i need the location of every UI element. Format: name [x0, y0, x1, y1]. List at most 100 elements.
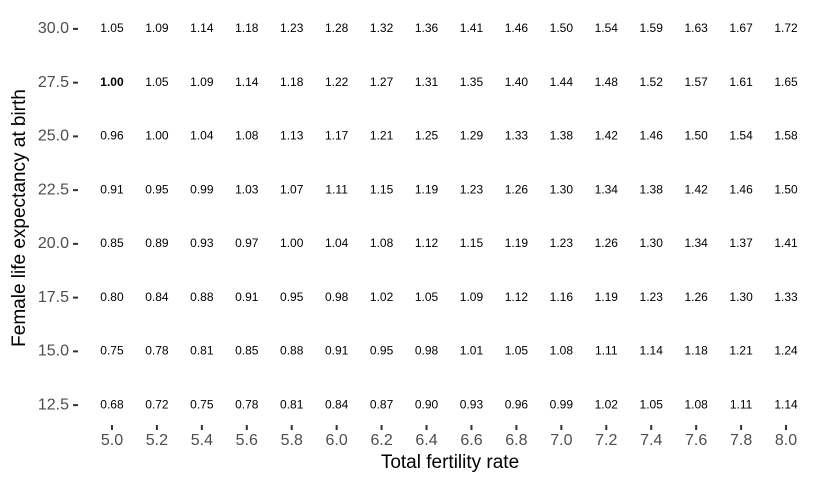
cell-value: 1.11 — [730, 397, 753, 411]
cell-value: 0.98 — [415, 344, 439, 358]
cell-value: 1.18 — [280, 75, 304, 89]
cell-value: 1.21 — [729, 344, 753, 358]
y-tick-label: 22.5 — [38, 181, 69, 198]
cell-value: 1.29 — [460, 129, 484, 143]
cell-value: 1.42 — [595, 129, 619, 143]
x-tick-label: 7.8 — [730, 432, 752, 449]
cell-value: 1.22 — [325, 75, 349, 89]
cell-value: 1.54 — [729, 129, 753, 143]
cell-value: 0.75 — [190, 397, 214, 411]
cell-value: 1.19 — [415, 182, 439, 196]
cell-value: 1.05 — [505, 344, 529, 358]
cell-value: 1.48 — [595, 75, 619, 89]
x-tick-label: 5.2 — [146, 432, 168, 449]
cell-value: 1.50 — [774, 182, 798, 196]
cell-value: 1.24 — [774, 344, 798, 358]
cell-value: 1.23 — [550, 236, 574, 250]
cell-value: 1.14 — [190, 21, 214, 35]
cell-value: 1.31 — [415, 75, 439, 89]
cell-value: 1.23 — [280, 21, 304, 35]
y-tick-label: 17.5 — [38, 289, 69, 306]
cell-value: 1.30 — [640, 236, 664, 250]
cell-value: 0.96 — [100, 129, 124, 143]
cell-value: 0.91 — [235, 290, 259, 304]
cell-value: 1.19 — [595, 290, 619, 304]
cell-value: 1.33 — [774, 290, 798, 304]
cell-value: 1.08 — [235, 129, 259, 143]
cell-value: 1.30 — [550, 182, 574, 196]
cell-value: 1.34 — [684, 236, 708, 250]
cell-value: 1.17 — [325, 129, 349, 143]
cell-value: 1.27 — [370, 75, 394, 89]
cell-value: 1.05 — [415, 290, 439, 304]
cell-value: 0.88 — [280, 344, 304, 358]
cell-value: 1.08 — [370, 236, 394, 250]
x-tick-label: 5.6 — [236, 432, 258, 449]
cell-value: 1.33 — [505, 129, 529, 143]
cell-value: 0.75 — [100, 344, 124, 358]
cell-value: 1.46 — [640, 129, 664, 143]
cell-value: 1.04 — [325, 236, 349, 250]
cell-value: 1.14 — [774, 397, 798, 411]
cell-value: 1.12 — [505, 290, 529, 304]
cell-value: 0.99 — [550, 397, 574, 411]
cell-value: 1.02 — [370, 290, 394, 304]
cell-value: 0.93 — [460, 397, 484, 411]
cell-value: 1.05 — [640, 397, 664, 411]
cell-value: 1.09 — [145, 21, 169, 35]
cell-value: 0.98 — [325, 290, 349, 304]
cell-value: 1.05 — [100, 21, 124, 35]
x-tick-label: 5.0 — [101, 432, 123, 449]
cell-value: 1.38 — [550, 129, 574, 143]
cell-value: 0.78 — [145, 344, 169, 358]
cell-value: 1.11 — [325, 182, 348, 196]
y-tick-label: 25.0 — [38, 128, 69, 145]
y-tick-label: 27.5 — [38, 74, 69, 91]
x-tick-label: 6.0 — [326, 432, 348, 449]
cell-value: 1.13 — [280, 129, 304, 143]
cell-value: 0.84 — [325, 397, 349, 411]
cell-value: 1.50 — [684, 129, 708, 143]
cell-value: 0.84 — [145, 290, 169, 304]
cell-value: 0.72 — [145, 397, 169, 411]
cell-value: 0.93 — [190, 236, 214, 250]
cell-value: 1.00 — [145, 129, 169, 143]
x-tick-label: 6.4 — [415, 432, 437, 449]
cell-value: 1.44 — [550, 75, 574, 89]
cell-value: 1.19 — [505, 236, 529, 250]
cell-value: 1.15 — [370, 182, 394, 196]
x-tick-label: 7.6 — [685, 432, 707, 449]
cell-value: 1.35 — [460, 75, 484, 89]
cell-value: 1.21 — [370, 129, 394, 143]
y-tick-label: 15.0 — [38, 343, 69, 360]
cell-value: 1.63 — [684, 21, 708, 35]
x-tick-label: 6.2 — [370, 432, 392, 449]
cell-value: 1.23 — [640, 290, 664, 304]
cell-value: 1.18 — [235, 21, 259, 35]
cell-value: 1.54 — [595, 21, 619, 35]
cell-value: 1.30 — [729, 290, 753, 304]
cell-value: 1.32 — [370, 21, 394, 35]
cell-value: 0.80 — [100, 290, 124, 304]
cell-value: 1.14 — [235, 75, 259, 89]
cell-value: 1.09 — [190, 75, 214, 89]
cell-value: 1.28 — [325, 21, 349, 35]
y-tick-label: 12.5 — [38, 396, 69, 413]
cell-value: 0.90 — [415, 397, 439, 411]
cell-value: 0.91 — [100, 182, 124, 196]
cell-value: 1.42 — [684, 182, 708, 196]
cell-value: 1.40 — [505, 75, 529, 89]
cell-value: 1.23 — [460, 182, 484, 196]
cell-value: 0.96 — [505, 397, 529, 411]
cell-value: 1.08 — [684, 397, 708, 411]
cell-value: 1.15 — [460, 236, 484, 250]
cell-value: 1.37 — [729, 236, 753, 250]
cell-value: 1.34 — [595, 182, 619, 196]
cell-value: 1.58 — [774, 129, 798, 143]
cell-value: 1.41 — [774, 236, 798, 250]
cell-value: 1.46 — [505, 21, 529, 35]
cell-value: 1.38 — [640, 182, 664, 196]
cell-value: 1.50 — [550, 21, 574, 35]
cell-value: 1.02 — [595, 397, 619, 411]
